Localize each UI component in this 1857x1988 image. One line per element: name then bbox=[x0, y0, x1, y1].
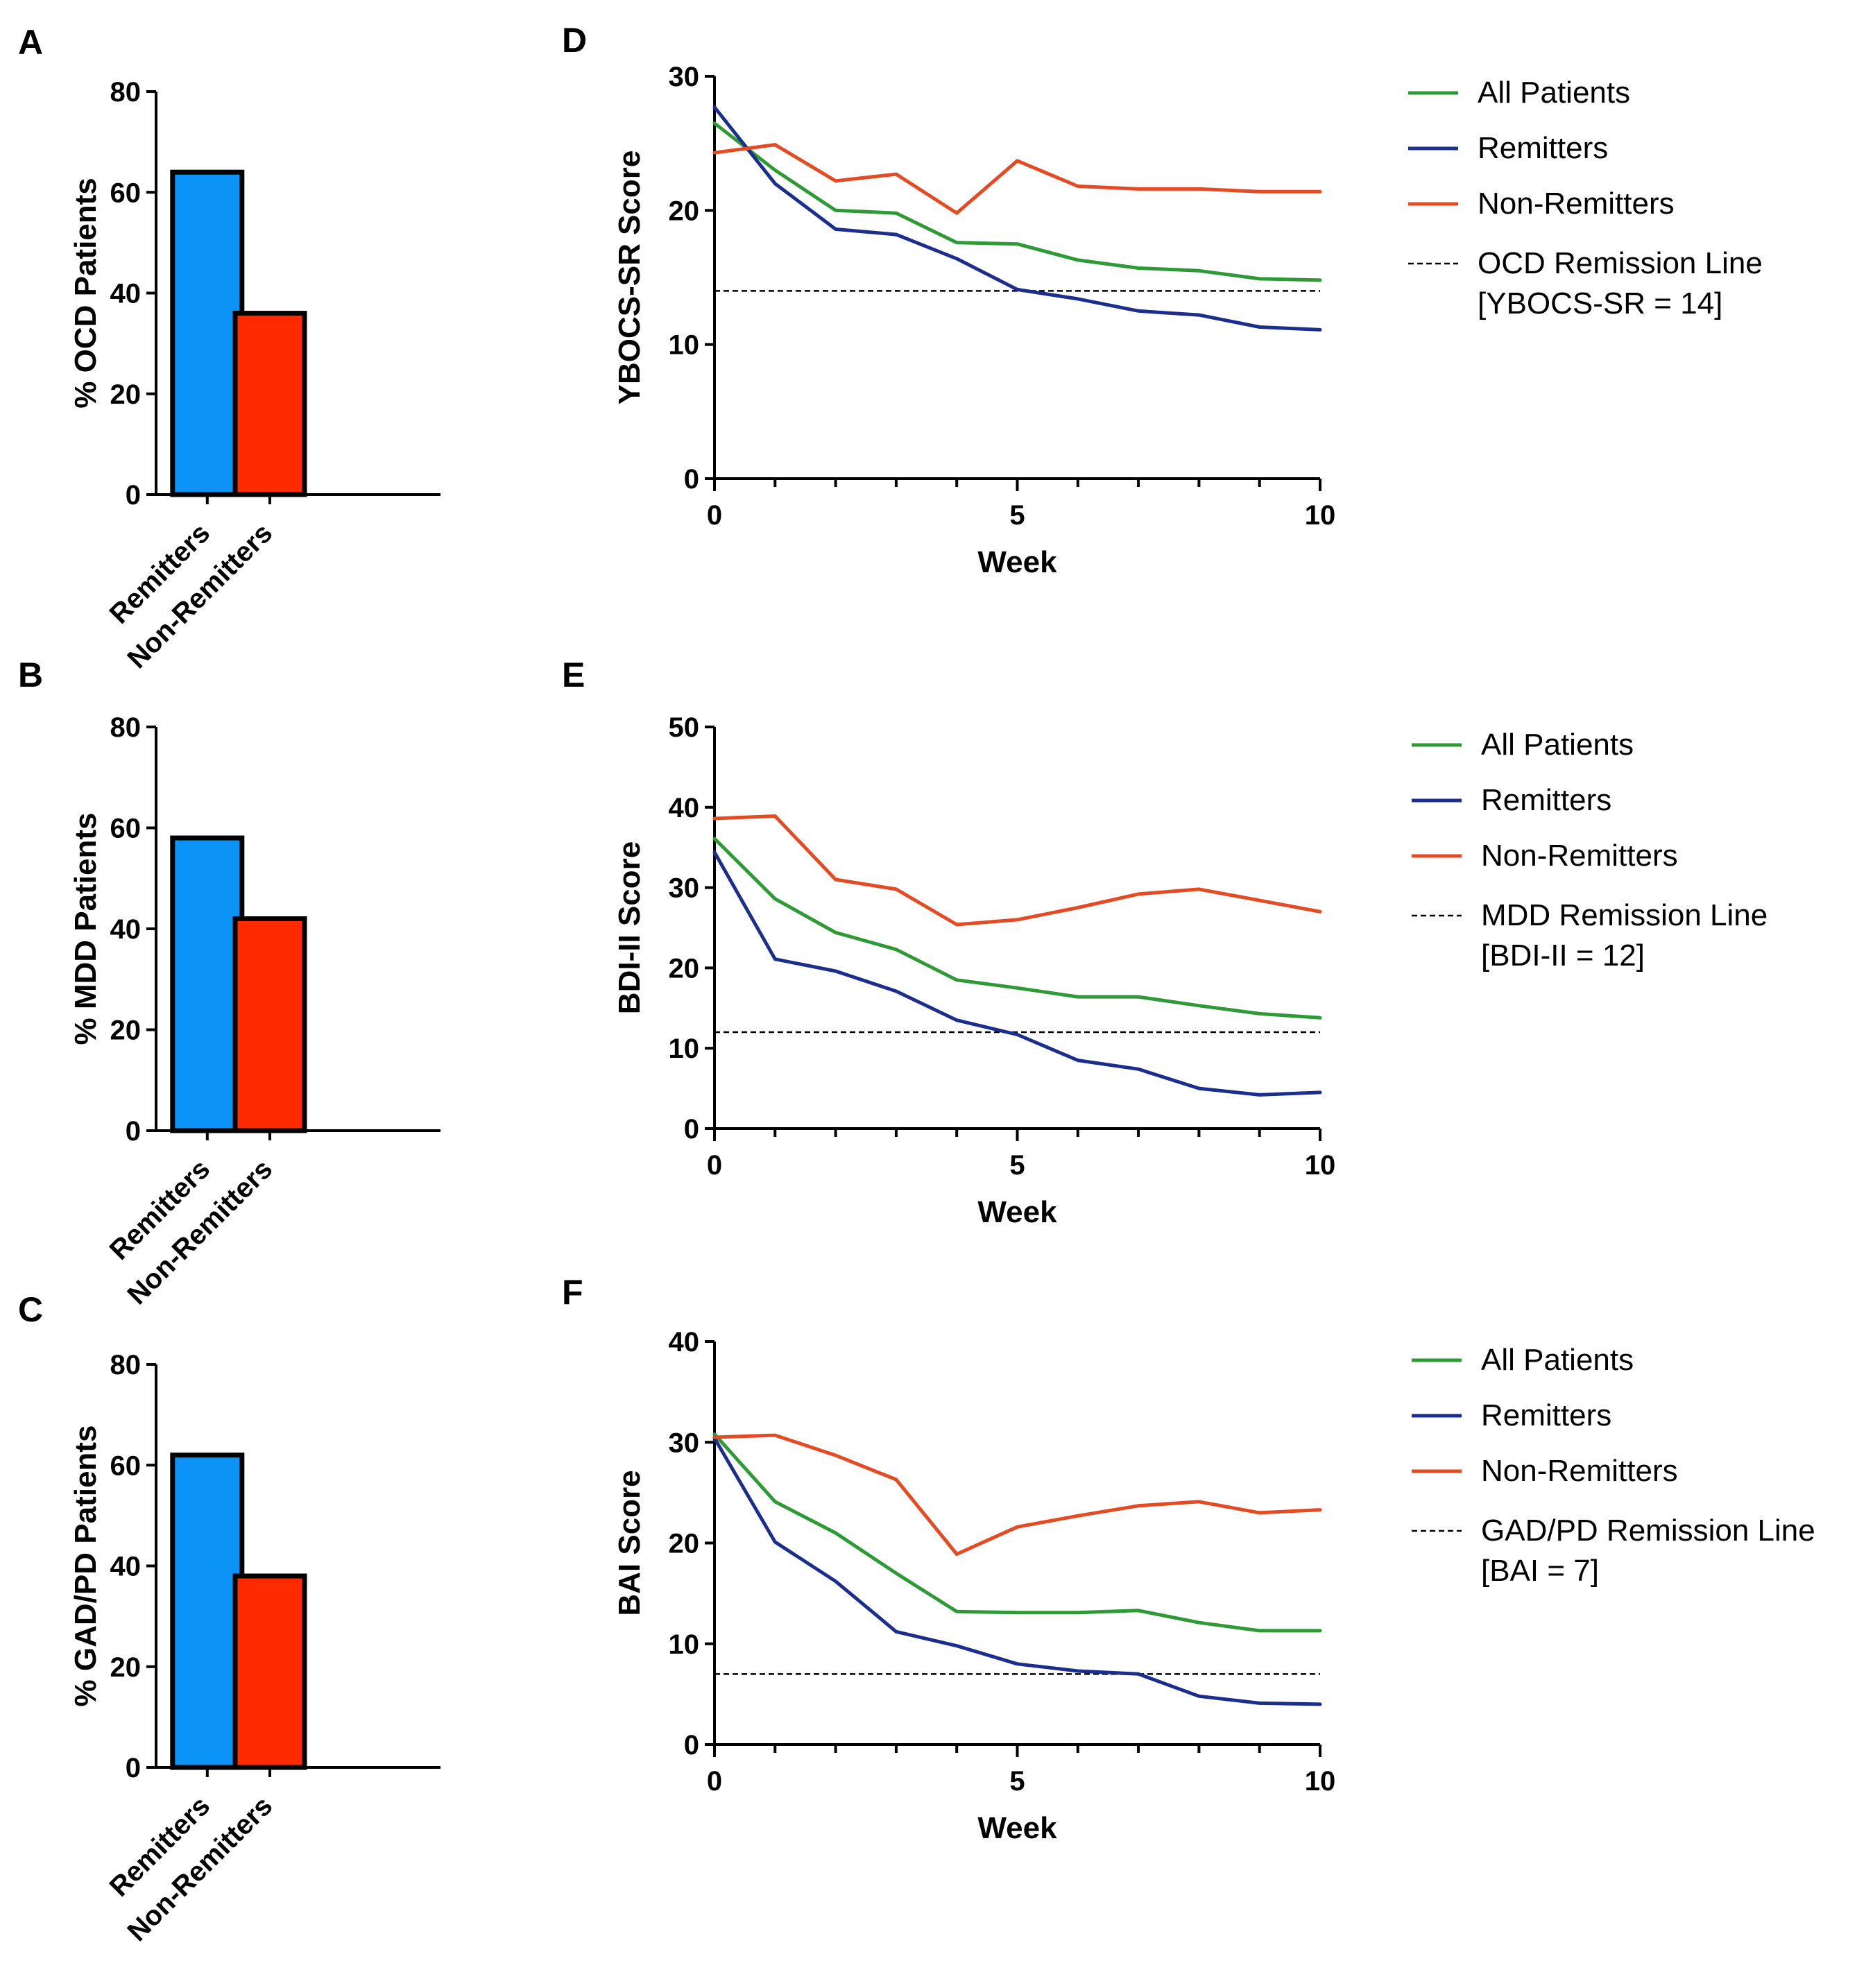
series-all-patients bbox=[712, 121, 1322, 282]
y-axis-title: % OCD Patients bbox=[69, 178, 103, 409]
y-tick-label: 20 bbox=[110, 1652, 142, 1683]
panel-letter: D bbox=[562, 21, 587, 60]
y-tick-label: 30 bbox=[669, 1428, 700, 1458]
series-remitters bbox=[712, 850, 1322, 1097]
legend-label: MDD Remission Line bbox=[1481, 898, 1768, 932]
panel-letter: B bbox=[18, 655, 43, 694]
x-tick-label: 10 bbox=[1305, 1766, 1336, 1797]
series-non-remitters bbox=[712, 1433, 1322, 1556]
y-tick-label: 40 bbox=[110, 1552, 142, 1582]
legend-label: Non-Remitters bbox=[1481, 1454, 1678, 1488]
y-axis-title: % GAD/PD Patients bbox=[69, 1425, 103, 1707]
legend-label: [BAI = 7] bbox=[1481, 1554, 1599, 1588]
x-tick-label: 5 bbox=[1009, 1766, 1025, 1797]
y-tick-label: 10 bbox=[669, 330, 700, 361]
x-tick-label: 10 bbox=[1305, 1150, 1336, 1181]
bar-remitters bbox=[170, 1453, 245, 1770]
bar-remitters bbox=[170, 169, 245, 497]
legend-label: Remitters bbox=[1481, 1398, 1611, 1432]
y-tick-label: 20 bbox=[669, 953, 700, 984]
legend-label: OCD Remission Line bbox=[1478, 246, 1763, 280]
y-tick-label: 20 bbox=[110, 379, 142, 410]
legend-label: Non-Remitters bbox=[1481, 839, 1678, 873]
legend-label: Non-Remitters bbox=[1478, 187, 1675, 221]
y-tick-label: 20 bbox=[669, 196, 700, 226]
y-tick-label: 60 bbox=[110, 178, 142, 208]
y-tick-label: 0 bbox=[684, 464, 699, 495]
x-tick-label: 0 bbox=[707, 1766, 722, 1797]
y-tick-label: 60 bbox=[110, 1450, 142, 1481]
legend-label: All Patients bbox=[1481, 1343, 1634, 1377]
bar-non-remitters bbox=[232, 1573, 307, 1770]
y-tick-label: 0 bbox=[126, 1753, 141, 1783]
legend-label: [BDI-II = 12] bbox=[1481, 939, 1645, 972]
bar-remitters bbox=[170, 835, 245, 1133]
y-tick-label: 0 bbox=[126, 480, 141, 511]
x-axis-title: Week bbox=[977, 1195, 1057, 1229]
x-tick-label: 0 bbox=[707, 1150, 722, 1181]
y-tick-label: 80 bbox=[110, 77, 142, 108]
y-axis-title: BAI Score bbox=[613, 1470, 647, 1616]
series-non-remitters bbox=[712, 143, 1322, 215]
y-tick-label: 20 bbox=[110, 1016, 142, 1046]
series-non-remitters bbox=[712, 814, 1322, 927]
series-remitters bbox=[712, 1436, 1322, 1706]
panel-letter: E bbox=[562, 655, 585, 694]
y-axis-title: % MDD Patients bbox=[69, 813, 103, 1045]
y-tick-label: 10 bbox=[669, 1034, 700, 1064]
y-axis-title: YBOCS-SR Score bbox=[613, 151, 647, 405]
y-tick-label: 10 bbox=[669, 1629, 700, 1660]
y-tick-label: 30 bbox=[669, 873, 700, 904]
y-tick-label: 0 bbox=[684, 1730, 699, 1760]
series-all-patients bbox=[712, 837, 1322, 1020]
y-tick-label: 80 bbox=[110, 1350, 142, 1380]
y-axis-title: BDI-II Score bbox=[613, 841, 647, 1014]
x-tick-label: 0 bbox=[707, 500, 722, 531]
legend-label: Remitters bbox=[1478, 131, 1608, 165]
y-tick-label: 0 bbox=[684, 1114, 699, 1145]
y-tick-label: 40 bbox=[669, 1327, 700, 1357]
x-tick-label: 5 bbox=[1009, 1150, 1025, 1181]
series-all-patients bbox=[712, 1432, 1322, 1633]
x-axis-title: Week bbox=[977, 1811, 1057, 1845]
y-tick-label: 30 bbox=[669, 62, 700, 92]
bar-non-remitters bbox=[232, 916, 307, 1133]
y-tick-label: 60 bbox=[110, 814, 142, 844]
legend-label: GAD/PD Remission Line bbox=[1481, 1514, 1815, 1548]
x-tick-label: 10 bbox=[1305, 500, 1336, 531]
panel-letter: F bbox=[562, 1273, 583, 1312]
y-tick-label: 40 bbox=[110, 279, 142, 309]
y-tick-label: 40 bbox=[110, 914, 142, 945]
y-tick-label: 40 bbox=[669, 793, 700, 823]
y-tick-label: 50 bbox=[669, 712, 700, 743]
y-tick-label: 80 bbox=[110, 712, 142, 743]
y-tick-label: 0 bbox=[126, 1116, 141, 1147]
y-tick-label: 20 bbox=[669, 1529, 700, 1559]
panel-letter: A bbox=[18, 23, 43, 62]
legend-label: All Patients bbox=[1481, 728, 1634, 762]
legend-label: Remitters bbox=[1481, 783, 1611, 817]
legend-label: All Patients bbox=[1478, 76, 1630, 110]
x-tick-label: 5 bbox=[1009, 500, 1025, 531]
x-axis-title: Week bbox=[977, 545, 1057, 579]
series-remitters bbox=[712, 105, 1322, 332]
panel-letter: C bbox=[18, 1290, 43, 1329]
bar-non-remitters bbox=[232, 311, 307, 497]
legend-label: [YBOCS-SR = 14] bbox=[1478, 286, 1722, 320]
